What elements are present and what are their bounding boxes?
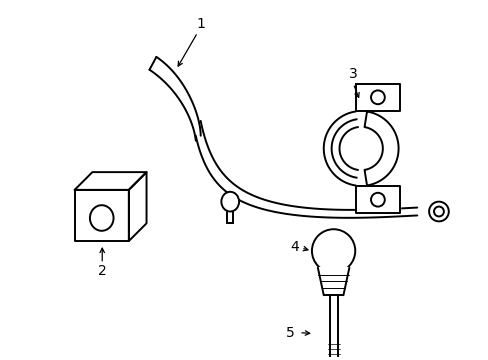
Polygon shape bbox=[75, 172, 146, 190]
Polygon shape bbox=[364, 112, 398, 185]
Ellipse shape bbox=[221, 192, 239, 212]
Polygon shape bbox=[149, 57, 200, 141]
Polygon shape bbox=[317, 267, 348, 295]
Text: 4: 4 bbox=[289, 240, 298, 254]
Text: 5: 5 bbox=[285, 325, 294, 339]
Polygon shape bbox=[128, 172, 146, 241]
Text: 1: 1 bbox=[196, 17, 204, 31]
Circle shape bbox=[428, 202, 448, 221]
Ellipse shape bbox=[90, 205, 113, 231]
Circle shape bbox=[370, 90, 384, 104]
Text: 3: 3 bbox=[348, 67, 357, 81]
Circle shape bbox=[311, 229, 355, 273]
Circle shape bbox=[433, 207, 443, 216]
Polygon shape bbox=[75, 190, 128, 241]
Polygon shape bbox=[356, 84, 399, 111]
Text: 2: 2 bbox=[98, 264, 106, 278]
Polygon shape bbox=[356, 186, 399, 213]
Circle shape bbox=[370, 193, 384, 207]
